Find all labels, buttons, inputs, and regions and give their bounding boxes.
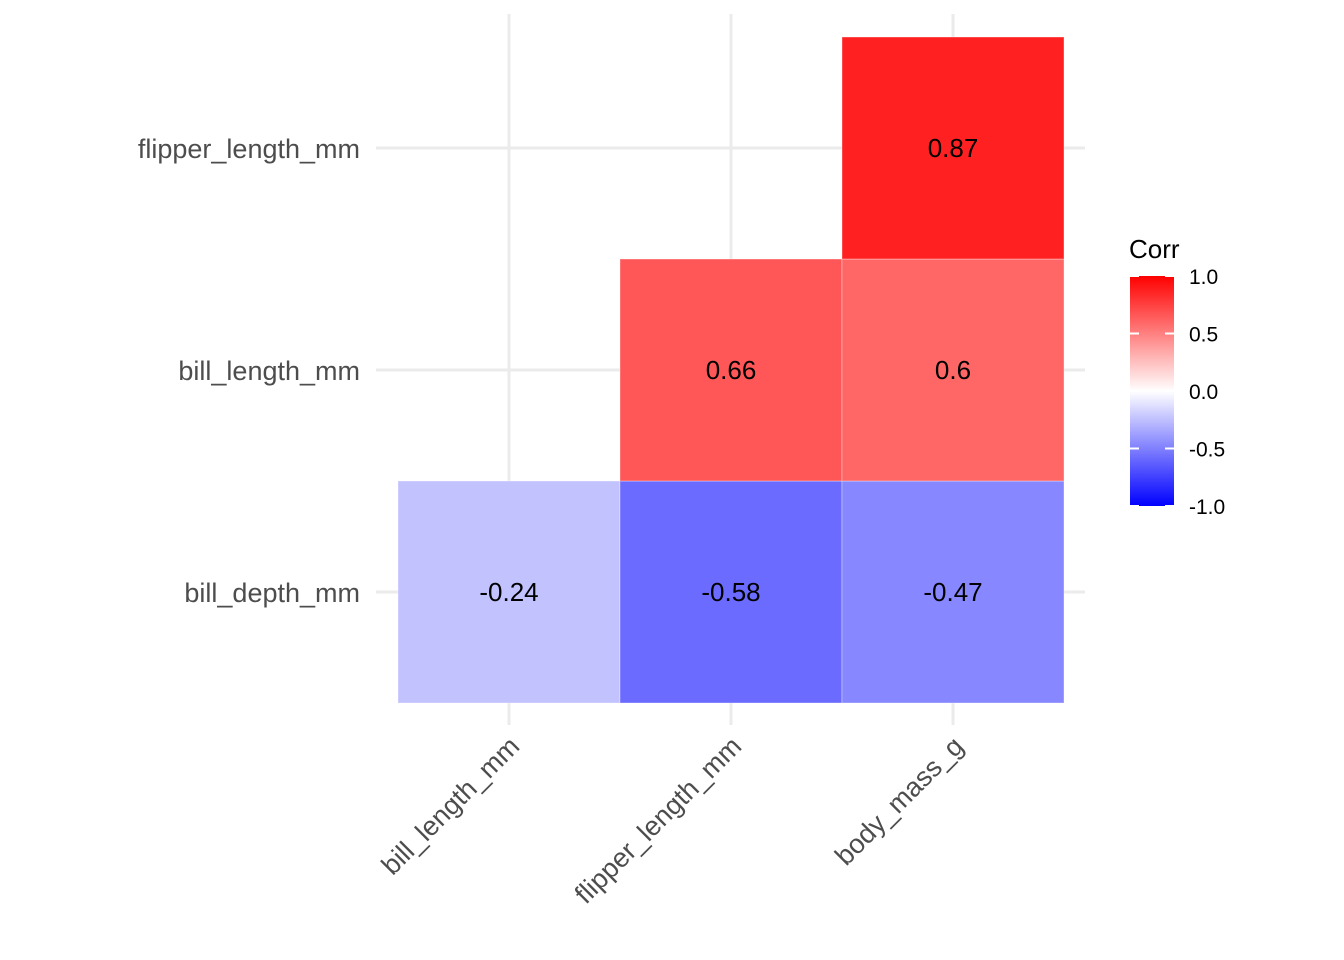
x-tick-label-body-mass-g: body_mass_g xyxy=(829,731,969,871)
y-tick-label-bill-depth-mm: bill_depth_mm xyxy=(184,578,360,608)
legend-tick-label: -0.5 xyxy=(1189,439,1225,462)
cell-label-body-mass-g-flipper-length-mm: 0.87 xyxy=(928,133,979,163)
legend-tick-label: 0.0 xyxy=(1189,381,1218,404)
heatmap-cell-flipper-length-mm-bill-length-mm xyxy=(619,258,843,482)
legend-ticks: 1.0 0.5 0.0 -0.5 -1.0 xyxy=(1130,266,1225,519)
y-tick-label-bill-length-mm: bill_length_mm xyxy=(178,356,360,386)
legend-tick-label: 0.5 xyxy=(1189,324,1218,347)
heatmap-cells xyxy=(397,36,1065,704)
y-axis: bill_depth_mm bill_length_mm flipper_lengt… xyxy=(138,134,360,608)
cell-label-bill-length-mm-bill-depth-mm: -0.24 xyxy=(479,577,538,607)
cell-label-flipper-length-mm-bill-depth-mm: -0.58 xyxy=(701,577,760,607)
heatmap-cell-bill-length-mm-bill-depth-mm xyxy=(397,480,621,704)
legend-tick-label: -1.0 xyxy=(1189,496,1225,519)
x-axis: bill_length_mm flipper_length_mm body_mass… xyxy=(376,731,970,909)
cell-label-flipper-length-mm-bill-length-mm: 0.66 xyxy=(706,355,757,385)
legend-tick-label: 1.0 xyxy=(1189,266,1218,289)
x-tick-label-bill-length-mm: bill_length_mm xyxy=(376,731,526,881)
cell-label-body-mass-g-bill-depth-mm: -0.47 xyxy=(923,577,982,607)
cell-value-labels: -0.24 -0.58 -0.47 0.66 0.6 0.87 xyxy=(479,133,982,607)
heatmap-cell-body-mass-g-flipper-length-mm xyxy=(841,36,1065,260)
heatmap-cell-body-mass-g-bill-length-mm xyxy=(841,258,1065,482)
y-tick-label-flipper-length-mm: flipper_length_mm xyxy=(138,134,360,164)
cell-label-body-mass-g-bill-length-mm: 0.6 xyxy=(935,355,971,385)
color-legend: Corr 1.0 0.5 0.0 -0.5 -1.0 xyxy=(1129,234,1225,519)
legend-title: Corr xyxy=(1129,234,1180,264)
heatmap-cell-body-mass-g-bill-depth-mm xyxy=(841,480,1065,704)
x-tick-label-flipper-length-mm: flipper_length_mm xyxy=(569,731,747,909)
